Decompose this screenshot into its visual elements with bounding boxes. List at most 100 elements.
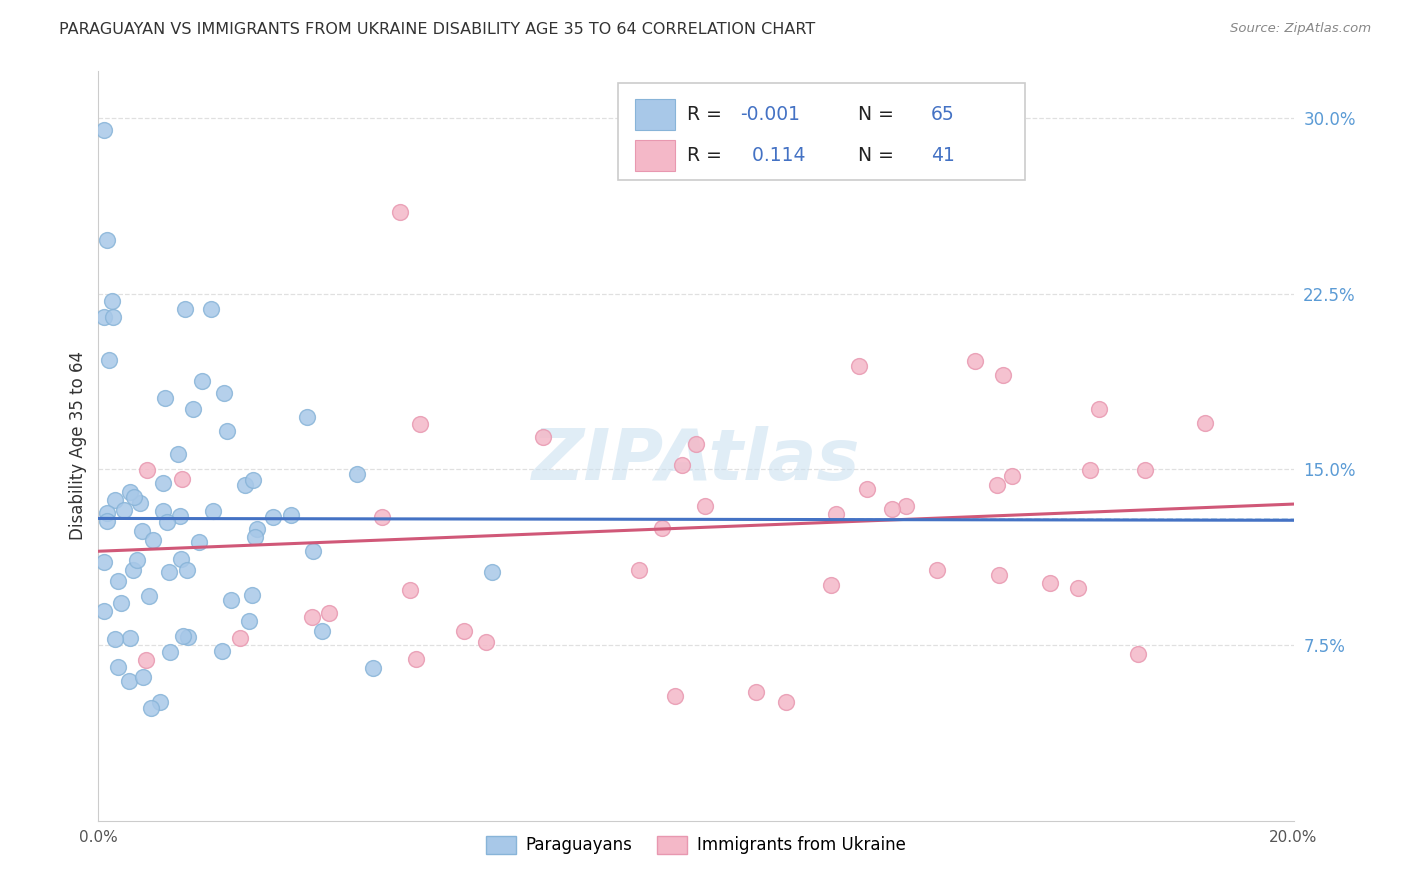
Point <box>135 463 157 477</box>
Point <box>142 533 165 547</box>
Text: 65: 65 <box>931 105 955 124</box>
Point <box>880 502 903 516</box>
Point <box>318 607 340 621</box>
Point <box>135 653 157 667</box>
Point <box>104 493 127 508</box>
Point <box>1126 647 1149 661</box>
Point <box>181 402 204 417</box>
Point <box>927 564 949 578</box>
Point <box>228 631 250 645</box>
Point <box>200 301 222 316</box>
Point <box>240 588 263 602</box>
Point <box>405 651 427 665</box>
Point <box>187 535 209 549</box>
Point <box>96 233 118 247</box>
Point <box>93 310 115 325</box>
Text: N =: N = <box>858 146 900 165</box>
Bar <box>634 140 675 171</box>
Point <box>311 624 333 638</box>
Point <box>177 630 200 644</box>
FancyBboxPatch shape <box>619 83 1025 180</box>
Point <box>131 524 153 539</box>
Point <box>159 645 181 659</box>
Point <box>96 514 118 528</box>
Point <box>848 359 870 373</box>
Point <box>242 473 264 487</box>
Point <box>685 436 707 450</box>
Point <box>103 632 125 647</box>
Point <box>169 508 191 523</box>
Point <box>695 499 717 513</box>
Point <box>280 508 302 523</box>
Y-axis label: Disability Age 35 to 64: Disability Age 35 to 64 <box>69 351 87 541</box>
Text: Source: ZipAtlas.com: Source: ZipAtlas.com <box>1230 22 1371 36</box>
Point <box>101 293 124 308</box>
Point <box>664 689 686 703</box>
Point <box>120 485 142 500</box>
Point <box>301 610 323 624</box>
Point <box>93 555 115 569</box>
Point <box>129 496 152 510</box>
Point <box>297 409 319 424</box>
Point <box>96 506 118 520</box>
Point <box>627 563 650 577</box>
Point <box>149 695 172 709</box>
Point <box>820 578 842 592</box>
Point <box>122 563 145 577</box>
Point <box>986 477 1008 491</box>
Point <box>245 522 267 536</box>
Point <box>388 204 411 219</box>
Point <box>107 660 129 674</box>
Text: 41: 41 <box>931 146 955 165</box>
Point <box>118 631 141 645</box>
Point <box>531 430 554 444</box>
Point <box>215 424 238 438</box>
Point <box>651 521 673 535</box>
Text: 0.114: 0.114 <box>740 146 806 165</box>
Point <box>262 510 284 524</box>
Point <box>170 551 193 566</box>
Text: N =: N = <box>858 105 900 124</box>
Point <box>93 604 115 618</box>
Point <box>370 510 392 524</box>
Point <box>302 544 325 558</box>
Point <box>896 499 918 513</box>
Point <box>361 661 384 675</box>
Point <box>409 417 432 431</box>
Point <box>211 644 233 658</box>
Point <box>98 352 121 367</box>
Point <box>191 374 214 388</box>
Point <box>202 504 225 518</box>
Point <box>453 624 475 639</box>
Bar <box>634 99 675 130</box>
Point <box>233 478 256 492</box>
Point <box>245 530 267 544</box>
Point <box>825 507 848 521</box>
Point <box>152 504 174 518</box>
Text: PARAGUAYAN VS IMMIGRANTS FROM UKRAINE DISABILITY AGE 35 TO 64 CORRELATION CHART: PARAGUAYAN VS IMMIGRANTS FROM UKRAINE DI… <box>59 22 815 37</box>
Point <box>991 368 1014 382</box>
Point <box>1001 468 1024 483</box>
Point <box>167 447 190 461</box>
Point <box>112 502 135 516</box>
Point <box>138 589 160 603</box>
Point <box>139 701 162 715</box>
Point <box>987 568 1010 582</box>
Point <box>856 483 879 497</box>
Point <box>1066 581 1088 595</box>
Point <box>399 583 422 598</box>
Point <box>110 596 132 610</box>
Point <box>157 566 180 580</box>
Point <box>1078 463 1101 477</box>
Point <box>219 593 242 607</box>
Point <box>1194 416 1216 430</box>
Point <box>153 391 176 405</box>
Point <box>671 458 693 472</box>
Point <box>152 475 174 490</box>
Text: -0.001: -0.001 <box>740 105 800 124</box>
Point <box>156 516 179 530</box>
Point <box>1039 576 1062 591</box>
Point <box>1087 402 1109 417</box>
Point <box>93 123 115 137</box>
Point <box>118 673 141 688</box>
